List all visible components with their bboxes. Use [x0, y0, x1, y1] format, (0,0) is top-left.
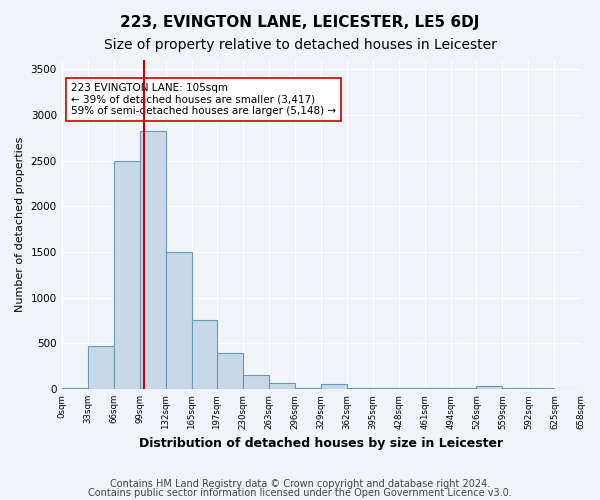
- Bar: [476, 386, 502, 389]
- Text: Contains HM Land Registry data © Crown copyright and database right 2024.: Contains HM Land Registry data © Crown c…: [110, 479, 490, 489]
- Text: 223 EVINGTON LANE: 105sqm
← 39% of detached houses are smaller (3,417)
59% of se: 223 EVINGTON LANE: 105sqm ← 39% of detac…: [71, 83, 336, 116]
- Text: Contains public sector information licensed under the Open Government Licence v3: Contains public sector information licen…: [88, 488, 512, 498]
- Bar: [243, 375, 269, 389]
- Bar: [192, 320, 217, 389]
- X-axis label: Distribution of detached houses by size in Leicester: Distribution of detached houses by size …: [139, 437, 503, 450]
- Bar: [321, 384, 347, 389]
- Bar: [114, 160, 140, 389]
- Bar: [217, 354, 243, 389]
- Text: 223, EVINGTON LANE, LEICESTER, LE5 6DJ: 223, EVINGTON LANE, LEICESTER, LE5 6DJ: [121, 15, 479, 30]
- Text: Size of property relative to detached houses in Leicester: Size of property relative to detached ho…: [104, 38, 496, 52]
- Y-axis label: Number of detached properties: Number of detached properties: [15, 137, 25, 312]
- Bar: [140, 132, 166, 389]
- Bar: [269, 383, 295, 389]
- Bar: [166, 252, 192, 389]
- Bar: [88, 346, 114, 389]
